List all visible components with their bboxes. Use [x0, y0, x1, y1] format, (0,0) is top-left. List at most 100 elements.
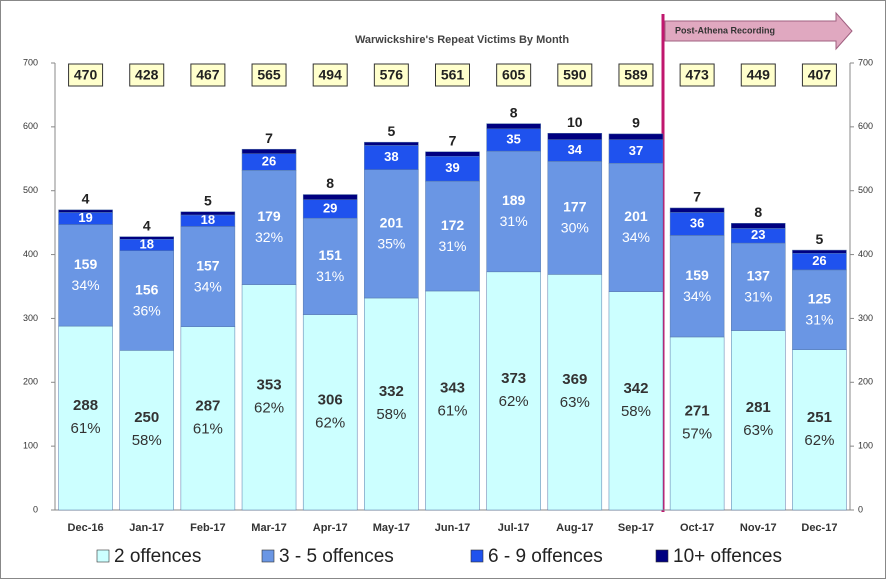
percent-label: 31%: [805, 312, 833, 328]
bar-segment: [547, 132, 603, 140]
total-box: [740, 63, 776, 87]
bar-segment: [364, 297, 419, 511]
data-label: 18: [139, 236, 153, 251]
data-label: 36: [690, 215, 704, 230]
bar-segment: [241, 284, 297, 511]
bar-segment: [669, 336, 725, 511]
y2-tick-label: 200: [858, 377, 873, 387]
percent-label: 34%: [72, 277, 100, 293]
percent-label: 62%: [254, 399, 284, 416]
total-box: [373, 63, 409, 87]
total-box: [312, 63, 348, 87]
bar-segment: [119, 350, 174, 511]
data-label: 7: [449, 132, 457, 148]
total-label: 494: [319, 67, 343, 83]
bar-segment: [302, 194, 358, 200]
percent-label: 34%: [683, 288, 711, 304]
bar-segment: [241, 148, 297, 154]
data-label: 306: [318, 391, 343, 408]
data-label: 23: [751, 227, 765, 242]
legend-swatch: [96, 549, 110, 563]
percent-label: 62%: [804, 432, 834, 449]
data-label: 353: [257, 376, 282, 393]
total-label: 407: [808, 67, 832, 83]
data-label: 38: [384, 149, 398, 164]
y-tick-label: 200: [23, 377, 38, 387]
data-label: 125: [808, 291, 832, 307]
bar-segment: [731, 242, 786, 331]
bar-segment: [608, 133, 664, 140]
total-box: [251, 63, 287, 87]
percent-label: 36%: [133, 302, 161, 318]
x-tick-label: Feb-17: [190, 522, 225, 534]
percent-label: 58%: [132, 432, 162, 449]
data-label: 18: [201, 212, 215, 227]
data-label: 156: [135, 281, 159, 297]
bar-segment: [180, 211, 236, 216]
data-label: 177: [563, 199, 587, 215]
bar-segment: [302, 217, 358, 315]
bar-segment: [180, 326, 236, 511]
legend-label: 2 offences: [114, 546, 201, 567]
percent-label: 57%: [682, 425, 712, 442]
y-tick-label: 100: [23, 441, 38, 451]
total-label: 565: [257, 67, 281, 83]
total-label: 561: [441, 67, 465, 83]
x-tick-label: Jun-17: [435, 522, 470, 534]
y-tick-label: 600: [23, 121, 38, 131]
data-label: 201: [624, 208, 648, 224]
bar-segment: [241, 170, 297, 285]
data-label: 250: [134, 409, 159, 426]
data-label: 34: [568, 142, 583, 157]
total-box: [496, 63, 532, 87]
data-label: 189: [502, 192, 526, 208]
data-label: 343: [440, 379, 465, 396]
data-label: 332: [379, 383, 404, 400]
bar-segment: [486, 150, 541, 273]
percent-label: 63%: [560, 394, 590, 411]
total-label: 590: [563, 67, 587, 83]
bar-segment: [425, 155, 480, 182]
data-label: 271: [685, 402, 710, 419]
data-label: 5: [387, 123, 395, 139]
percent-label: 61%: [71, 420, 101, 437]
bar-segment: [547, 274, 603, 511]
total-label: 449: [747, 67, 771, 83]
data-label: 287: [195, 397, 220, 414]
bar-segment: [608, 291, 664, 511]
data-label: 39: [445, 160, 459, 175]
bar-segment: [792, 349, 847, 511]
data-label: 172: [441, 217, 465, 233]
percent-label: 34%: [622, 229, 650, 245]
y-tick-label: 500: [23, 185, 38, 195]
y2-tick-label: 300: [858, 313, 873, 323]
y-tick-label: 0: [33, 504, 38, 514]
percent-label: 61%: [193, 420, 223, 437]
bar-segment: [792, 269, 847, 350]
total-box: [679, 63, 715, 87]
percent-label: 58%: [376, 406, 406, 423]
data-label: 8: [326, 175, 334, 191]
bar-segment: [547, 161, 603, 275]
legend-label: 3 - 5 offences: [279, 546, 394, 567]
x-tick-label: May-17: [373, 522, 410, 534]
x-tick-label: Dec-17: [801, 522, 837, 534]
total-label: 589: [624, 67, 648, 83]
percent-label: 31%: [438, 238, 466, 254]
y2-tick-label: 600: [858, 121, 873, 131]
total-box: [129, 63, 165, 87]
legend-swatch: [470, 549, 484, 563]
x-tick-label: Oct-17: [680, 522, 714, 534]
total-box: [557, 63, 593, 87]
bar-segment: [608, 163, 664, 292]
data-label: 251: [807, 409, 832, 426]
total-label: 576: [380, 67, 404, 83]
total-box: [190, 63, 226, 87]
percent-label: 31%: [744, 289, 772, 305]
legend-swatch: [261, 549, 275, 563]
chart-title: Warwickshire's Repeat Victims By Month: [355, 34, 569, 46]
bar-segment: [669, 235, 725, 338]
total-box: [68, 63, 104, 87]
percent-label: 62%: [315, 414, 345, 431]
data-label: 26: [812, 253, 826, 268]
